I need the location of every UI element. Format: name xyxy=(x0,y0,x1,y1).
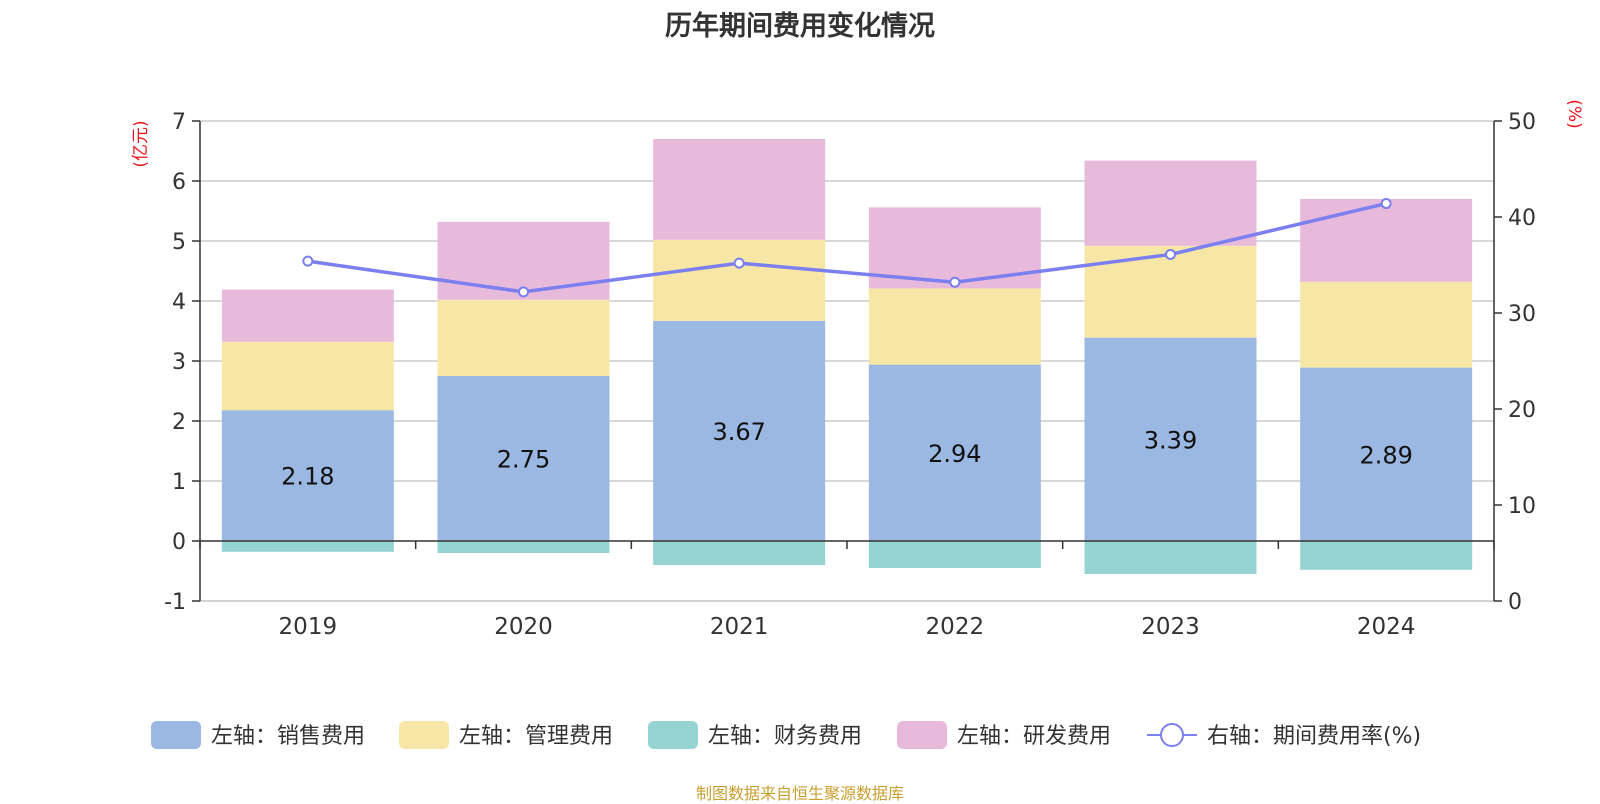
legend-label-sales: 左轴：销售费用 xyxy=(211,724,365,749)
rate-point-2023 xyxy=(1165,248,1176,260)
bar-sales-2023 xyxy=(1084,337,1257,541)
left-axis-tick-label: 2 xyxy=(172,410,186,435)
bar-finance-2022 xyxy=(868,541,1041,568)
x-axis-label-2021: 2021 xyxy=(710,614,769,640)
chart-title: 历年期间费用变化情况 xyxy=(665,11,935,42)
bar-sales-2024 xyxy=(1300,367,1473,541)
legend-layer: 左轴：销售费用 左轴：管理费用 左轴：财务费用 左轴：研发费用 右轴：期间费用率(%) xyxy=(151,721,1421,749)
bar-rd-2023 xyxy=(1084,160,1257,246)
left-axis-tick-label: 0 xyxy=(172,530,186,555)
legend-swatch-admin xyxy=(399,721,449,749)
legend-label-rd: 左轴：研发费用 xyxy=(957,724,1111,749)
left-axis-tick-label: -1 xyxy=(164,590,186,615)
legend-swatch-finance xyxy=(648,721,698,749)
bar-sales-2021 xyxy=(653,320,826,541)
label-layer: 2.18 2.75 3.67 2.94 3.39 2.89 xyxy=(281,418,1413,491)
bar-admin-2021 xyxy=(653,239,826,321)
bar-sales-2019 xyxy=(221,410,394,541)
bar-rd-2024 xyxy=(1300,199,1473,282)
legend-item-finance: 左轴：财务费用 xyxy=(648,721,862,749)
legend-marker-rate xyxy=(1160,723,1184,747)
legend-item-sales: 左轴：销售费用 xyxy=(151,721,365,749)
legend-label-rate: 右轴：期间费用率(%) xyxy=(1207,724,1421,749)
data-label-sales-2019: 2.18 xyxy=(281,463,334,491)
left-axis-tick-label: 6 xyxy=(172,170,186,195)
bar-sales-2022 xyxy=(868,364,1041,541)
right-axis-tick-label: 40 xyxy=(1508,206,1536,231)
bar-finance-2023 xyxy=(1084,541,1257,574)
line-layer xyxy=(302,198,1392,298)
legend-item-rd: 左轴：研发费用 xyxy=(897,721,1111,749)
rate-point-2024 xyxy=(1380,198,1392,210)
legend-item-admin: 左轴：管理费用 xyxy=(399,721,613,749)
bar-admin-2022 xyxy=(868,288,1041,365)
x-axis-label-2024: 2024 xyxy=(1357,614,1416,640)
right-axis-tick-label: 0 xyxy=(1508,590,1522,615)
x-axis-label-2019: 2019 xyxy=(279,614,338,640)
right-axis-tick-label: 30 xyxy=(1508,302,1536,327)
right-axis-tick-label: 10 xyxy=(1508,494,1536,519)
x-axis-label-2023: 2023 xyxy=(1141,614,1200,640)
axis-layer: -1 0 1 2 3 4 5 6 7 0 10 20 30 40 50 (亿元) (%) 2019 2020 2021… xyxy=(131,99,1584,640)
data-label-sales-2023: 3.39 xyxy=(1144,426,1197,454)
bar-admin-2020 xyxy=(437,299,610,376)
bar-finance-2024 xyxy=(1300,541,1473,570)
left-axis-tick-label: 1 xyxy=(172,470,186,495)
bar-sales-2020 xyxy=(437,376,610,541)
bar-finance-2021 xyxy=(653,541,826,565)
rate-point-2022 xyxy=(949,276,961,288)
x-axis-label-2020: 2020 xyxy=(494,614,553,640)
source-note: 制图数据来自恒生聚源数据库 xyxy=(695,784,904,803)
bar-rd-2021 xyxy=(653,139,826,240)
data-label-sales-2022: 2.94 xyxy=(928,440,981,468)
grid-layer xyxy=(200,120,1494,602)
left-axis-tick-label: 7 xyxy=(172,110,186,135)
right-axis-unit: (%) xyxy=(1564,99,1584,128)
legend-swatch-rd xyxy=(897,721,947,749)
legend-item-rate: 右轴：期间费用率(%) xyxy=(1147,723,1421,749)
bar-admin-2024 xyxy=(1300,281,1473,368)
legend-label-admin: 左轴：管理费用 xyxy=(459,724,613,749)
bar-finance-2020 xyxy=(437,541,610,553)
bar-admin-2019 xyxy=(221,341,394,411)
rate-point-2020 xyxy=(518,286,529,298)
left-axis-tick-label: 3 xyxy=(172,350,186,375)
left-axis-unit: (亿元) xyxy=(131,120,151,167)
legend-swatch-sales xyxy=(151,721,201,749)
rate-point-2019 xyxy=(302,255,314,267)
x-axis-label-2022: 2022 xyxy=(926,614,985,640)
bar-finance-2019 xyxy=(221,541,394,552)
right-axis-tick-label: 50 xyxy=(1508,110,1536,135)
left-axis-tick-label: 4 xyxy=(172,290,186,315)
right-axis-tick-label: 20 xyxy=(1508,398,1536,423)
rate-line xyxy=(307,201,1387,294)
bar-layer xyxy=(221,139,1473,574)
left-axis-tick-label: 5 xyxy=(172,230,186,255)
data-label-sales-2024: 2.89 xyxy=(1359,441,1412,469)
rate-point-2021 xyxy=(733,257,745,269)
bar-rd-2019 xyxy=(221,289,394,342)
data-label-sales-2020: 2.75 xyxy=(497,446,550,474)
legend-label-finance: 左轴：财务费用 xyxy=(708,724,862,749)
data-label-sales-2021: 3.67 xyxy=(712,418,765,446)
